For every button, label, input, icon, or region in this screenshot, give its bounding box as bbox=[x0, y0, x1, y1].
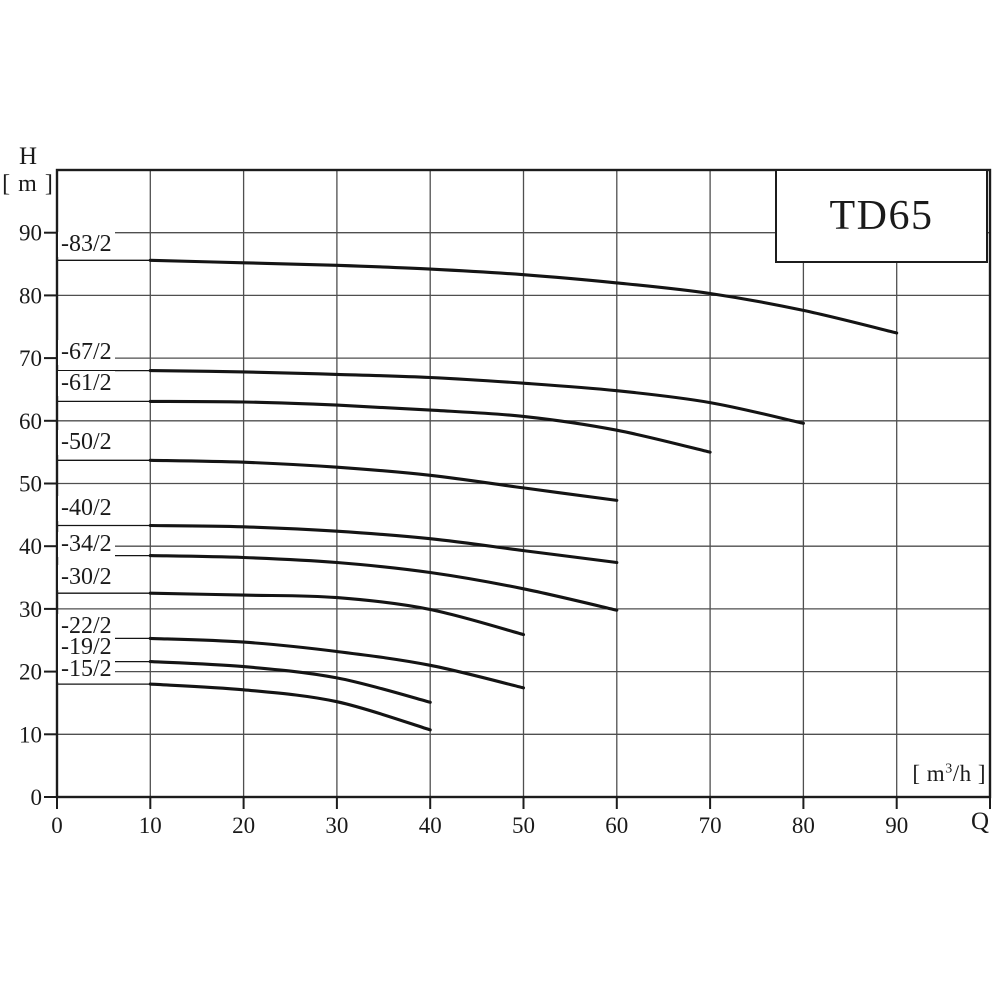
y-tick-label: 40 bbox=[19, 534, 42, 559]
series-label: -61/2 bbox=[58, 370, 115, 396]
y-tick-label: 0 bbox=[31, 785, 43, 810]
pump-curve bbox=[148, 458, 619, 502]
series-label: -30/2 bbox=[58, 565, 115, 591]
grid-lines bbox=[57, 170, 990, 797]
x-axis-unit-superscript: 3 bbox=[945, 761, 953, 777]
tick-labels: 0 10 20 30 40 50 60 70 80 90 0 10 20 30 40 50 60 70 80 90 bbox=[19, 221, 908, 838]
axis-ticks bbox=[44, 231, 991, 809]
series-label: -67/2 bbox=[58, 339, 115, 365]
series-label: -50/2 bbox=[58, 430, 115, 456]
x-tick-label: 0 bbox=[51, 813, 63, 838]
pump-curve bbox=[148, 523, 619, 565]
pump-curve bbox=[148, 399, 712, 454]
series-label: -83/2 bbox=[58, 232, 115, 258]
x-tick-label: 60 bbox=[605, 813, 628, 838]
y-tick-label: 20 bbox=[19, 660, 42, 685]
x-axis-symbol: Q bbox=[971, 808, 990, 835]
series-label: -15/2 bbox=[58, 657, 115, 683]
pump-curve bbox=[148, 682, 432, 732]
y-tick-label: 30 bbox=[19, 597, 42, 622]
y-tick-label: 80 bbox=[19, 283, 42, 308]
pump-curve bbox=[148, 636, 526, 690]
x-tick-label: 80 bbox=[792, 813, 815, 838]
y-tick-label: 90 bbox=[19, 221, 42, 246]
pump-curves bbox=[57, 258, 899, 732]
pump-curve bbox=[148, 554, 619, 612]
y-axis-unit: [ m ] bbox=[2, 171, 54, 197]
x-tick-label: 20 bbox=[232, 813, 255, 838]
series-label: -19/2 bbox=[58, 635, 115, 661]
x-tick-label: 40 bbox=[419, 813, 442, 838]
series-label: -22/2 bbox=[58, 614, 115, 640]
y-tick-label: 10 bbox=[19, 722, 42, 747]
x-tick-label: 50 bbox=[512, 813, 535, 838]
y-axis-symbol: H bbox=[18, 143, 38, 170]
y-tick-label: 60 bbox=[19, 409, 42, 434]
pump-curve bbox=[148, 660, 432, 704]
pump-curve bbox=[148, 369, 805, 425]
pump-model-title-box: TD65 bbox=[775, 169, 988, 263]
x-tick-label: 30 bbox=[325, 813, 348, 838]
pump-curve bbox=[148, 258, 899, 335]
y-tick-label: 50 bbox=[19, 472, 42, 497]
x-axis-unit: [ m3/h ] bbox=[910, 761, 988, 787]
series-label: -34/2 bbox=[58, 531, 115, 557]
series-label: -40/2 bbox=[58, 495, 115, 521]
pump-model-title: TD65 bbox=[829, 193, 934, 239]
x-axis-unit-prefix: [ m bbox=[912, 761, 946, 786]
x-tick-label: 70 bbox=[699, 813, 722, 838]
y-tick-label: 70 bbox=[19, 346, 42, 371]
x-tick-label: 90 bbox=[885, 813, 908, 838]
pump-curve bbox=[148, 591, 526, 637]
x-axis-unit-suffix: /h ] bbox=[952, 761, 986, 786]
x-tick-label: 10 bbox=[139, 813, 162, 838]
